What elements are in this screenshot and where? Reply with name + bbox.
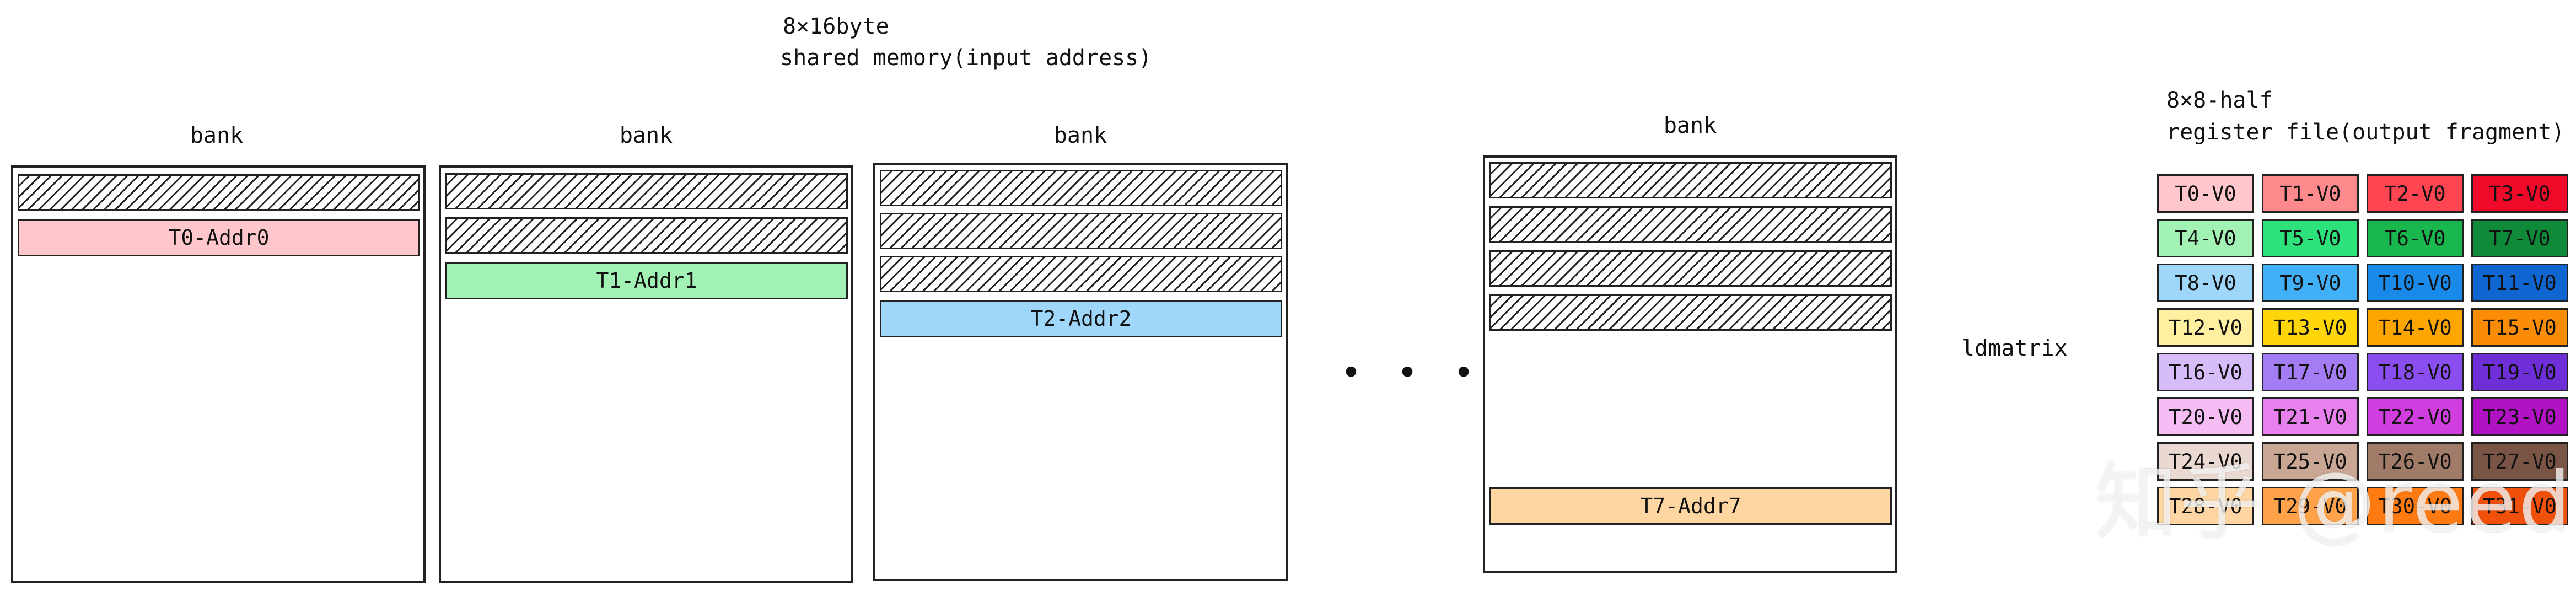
- shared-memory-size-label: 8×16byte: [783, 14, 889, 39]
- unused-row: [445, 217, 848, 254]
- register-cell: T6-V0: [2367, 219, 2464, 257]
- register-file-title: register file(output fragment): [2166, 120, 2565, 145]
- register-cell: T9-V0: [2262, 264, 2359, 302]
- register-cell: T18-V0: [2367, 353, 2464, 391]
- register-cell: T14-V0: [2367, 308, 2464, 347]
- register-cell: T23-V0: [2471, 397, 2568, 436]
- bank-2-label: bank: [1053, 123, 1107, 148]
- register-cell: T31-V0: [2471, 487, 2568, 525]
- bank-7-label: bank: [1663, 113, 1717, 138]
- register-cell: T3-V0: [2471, 174, 2568, 213]
- register-cell: T2-V0: [2367, 174, 2464, 213]
- register-cell: T30-V0: [2367, 487, 2464, 525]
- unused-row: [880, 213, 1282, 249]
- register-cell: T16-V0: [2157, 353, 2254, 391]
- register-cell: T17-V0: [2262, 353, 2359, 391]
- bank-2: T2-Addr2: [873, 163, 1288, 581]
- register-cell: T1-V0: [2262, 174, 2359, 213]
- register-cell: T5-V0: [2262, 219, 2359, 257]
- register-cell: T21-V0: [2262, 397, 2359, 436]
- register-cell: T26-V0: [2367, 442, 2464, 481]
- unused-row: [445, 173, 848, 209]
- register-cell: T7-V0: [2471, 219, 2568, 257]
- register-cell: T11-V0: [2471, 264, 2568, 302]
- unused-row: [880, 170, 1282, 206]
- shared-memory-title: shared memory(input address): [780, 45, 1152, 71]
- register-cell: T10-V0: [2367, 264, 2464, 302]
- address-row: T0-Addr0: [18, 219, 420, 256]
- register-cell: T8-V0: [2157, 264, 2254, 302]
- unused-row: [1489, 206, 1892, 243]
- ldmatrix-label: ldmatrix: [1961, 336, 2068, 361]
- register-cell: T25-V0: [2262, 442, 2359, 481]
- register-cell: T27-V0: [2471, 442, 2568, 481]
- bank-0: T0-Addr0: [11, 165, 426, 583]
- watermark: 知乎 @reed: [2095, 455, 2573, 551]
- register-cell: T19-V0: [2471, 353, 2568, 391]
- bank-7: T7-Addr7: [1483, 155, 1897, 573]
- register-cell: T22-V0: [2367, 397, 2464, 436]
- unused-row: [1489, 162, 1892, 198]
- address-row: T7-Addr7: [1489, 487, 1892, 525]
- address-row: T1-Addr1: [445, 262, 848, 299]
- bank-0-label: bank: [190, 123, 244, 148]
- register-cell: T12-V0: [2157, 308, 2254, 347]
- unused-row: [18, 174, 420, 211]
- unused-row: [1489, 250, 1892, 287]
- register-cell: T15-V0: [2471, 308, 2568, 347]
- unused-row: [880, 256, 1282, 292]
- register-cell: T4-V0: [2157, 219, 2254, 257]
- register-cell: T0-V0: [2157, 174, 2254, 213]
- register-file-size-label: 8×8-half: [2166, 88, 2273, 113]
- register-cell: T28-V0: [2157, 487, 2254, 525]
- ellipsis: • • •: [1341, 353, 1486, 394]
- register-cell: T20-V0: [2157, 397, 2254, 436]
- register-cell: T29-V0: [2262, 487, 2359, 525]
- unused-row: [1489, 294, 1892, 331]
- register-cell: T24-V0: [2157, 442, 2254, 481]
- register-file-grid: T0-V0 T1-V0 T2-V0 T3-V0 T4-V0 T5-V0 T6-V0 T7-V0…: [2157, 174, 2568, 525]
- bank-1-label: bank: [619, 123, 673, 148]
- address-row: T2-Addr2: [880, 300, 1282, 337]
- bank-1: T1-Addr1: [439, 165, 853, 583]
- register-cell: T13-V0: [2262, 308, 2359, 347]
